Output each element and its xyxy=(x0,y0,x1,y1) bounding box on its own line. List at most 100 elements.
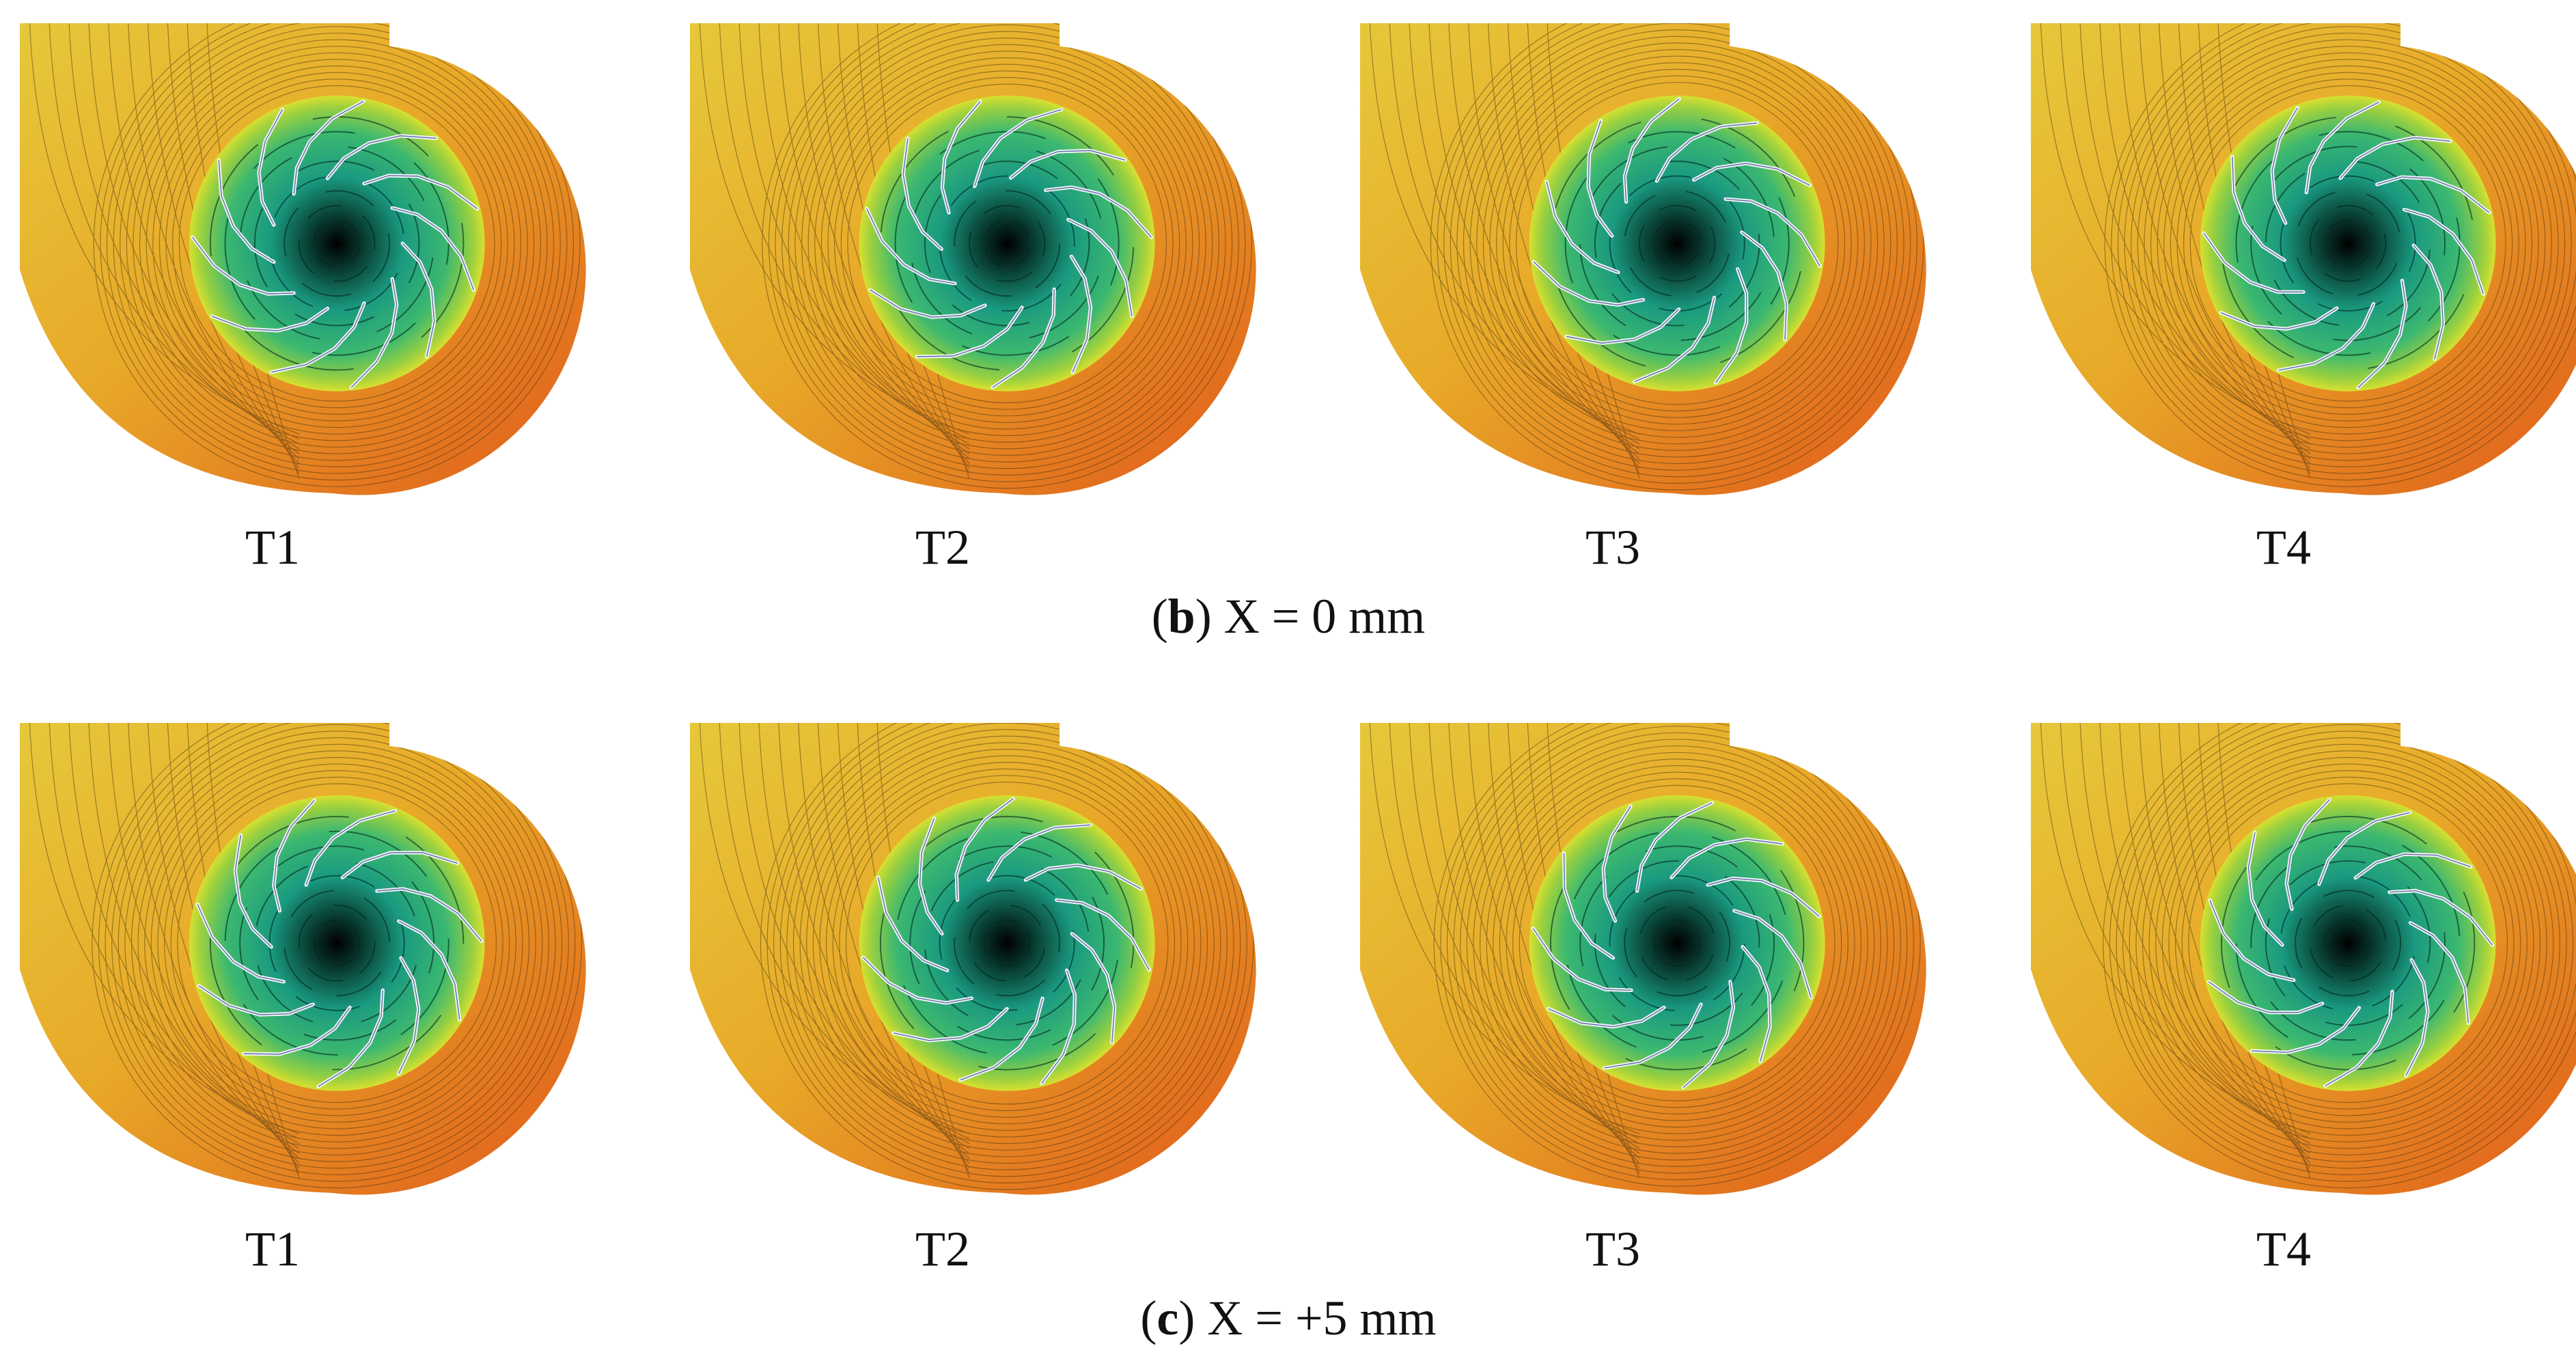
streamline xyxy=(147,723,300,1164)
streamline xyxy=(812,748,1202,1138)
streamline xyxy=(2135,730,2561,1156)
swirl-line xyxy=(2280,175,2416,312)
blade-edge xyxy=(1056,899,1150,970)
blade-edge xyxy=(234,835,272,948)
streamline xyxy=(1493,758,1862,1128)
blade-edge xyxy=(192,236,294,294)
swirl-line xyxy=(924,161,1090,327)
streamline xyxy=(2099,23,2311,450)
streamline xyxy=(798,23,970,459)
streamline xyxy=(2188,783,2508,1103)
blade-edge xyxy=(2252,1007,2360,1053)
streamline xyxy=(124,730,550,1156)
blade-edge xyxy=(2355,853,2471,879)
streamline xyxy=(100,23,574,481)
blade-edge xyxy=(2209,900,2294,981)
flow-field-image xyxy=(2031,723,2576,1195)
blade-edge xyxy=(2325,991,2393,1086)
swirl-line xyxy=(2265,161,2431,327)
blade-edge xyxy=(392,207,475,290)
streamline xyxy=(105,723,569,1175)
streamline xyxy=(157,763,516,1123)
streamline xyxy=(1473,739,1881,1148)
caption-letter: b xyxy=(1168,589,1195,644)
streamline xyxy=(738,723,970,1144)
streamline xyxy=(120,26,555,461)
streamline xyxy=(1519,784,1836,1101)
streamline xyxy=(144,750,530,1136)
streamline xyxy=(779,723,1234,1170)
flow-field-image xyxy=(1360,723,1926,1195)
streamline xyxy=(1440,723,1915,1181)
streamline xyxy=(117,724,556,1162)
swirl-line xyxy=(983,219,1031,267)
streamline xyxy=(781,23,1233,469)
streamline xyxy=(2158,723,2311,1164)
streamline xyxy=(1446,723,1908,1174)
streamline xyxy=(2189,85,2506,402)
streamline xyxy=(2139,723,2311,1159)
streamline xyxy=(827,64,1187,424)
streamlines xyxy=(699,23,1253,489)
streamline xyxy=(792,729,1221,1157)
streamline xyxy=(1466,732,1888,1154)
blade-edge xyxy=(218,160,275,263)
streamline xyxy=(29,723,300,1134)
swirl-line xyxy=(224,830,449,1056)
swirl-line xyxy=(224,131,449,356)
blade-edge xyxy=(870,289,986,318)
blade-edge xyxy=(402,243,435,357)
swirl-line xyxy=(909,845,1105,1041)
streamline xyxy=(807,44,1206,443)
streamline xyxy=(760,723,1254,1190)
blade-edge xyxy=(350,279,398,388)
streamline xyxy=(798,723,970,1159)
streamline xyxy=(49,723,300,1140)
streamline xyxy=(1389,23,1640,440)
swirl-line xyxy=(880,116,1135,371)
streamline xyxy=(1512,778,1842,1108)
swirl-line xyxy=(1638,204,1716,282)
streamline xyxy=(1496,62,1859,425)
streamline xyxy=(1369,723,1640,1134)
flow-field-image xyxy=(690,723,1256,1195)
streamline xyxy=(762,23,1253,489)
streamline xyxy=(1453,723,1901,1167)
streamline xyxy=(2122,723,2574,1169)
streamline xyxy=(2116,723,2576,1175)
streamline xyxy=(788,24,1226,463)
streamline xyxy=(2168,763,2527,1123)
streamline xyxy=(1437,23,1917,484)
blade-edge xyxy=(902,138,942,249)
streamline xyxy=(2183,79,2513,409)
blade-edge xyxy=(2247,832,2283,946)
swirl-line xyxy=(2221,816,2476,1071)
streamline xyxy=(1482,49,1872,438)
blade-edge xyxy=(1045,187,1152,238)
swirl-line xyxy=(1579,845,1775,1041)
swirl-line xyxy=(298,904,376,982)
streamline xyxy=(2158,23,2311,464)
blade-edge xyxy=(342,852,458,878)
blade-edge xyxy=(198,985,314,1015)
streamline xyxy=(2119,23,2311,454)
streamline xyxy=(1499,765,1855,1121)
caption-text: ( xyxy=(1152,589,1168,644)
flow-field-image xyxy=(2031,23,2576,495)
streamline xyxy=(2124,23,2572,467)
blade-edge xyxy=(2377,176,2490,213)
streamline xyxy=(158,65,515,422)
blade-edge xyxy=(866,208,956,284)
caption-text: ) X = +5 mm xyxy=(1178,1291,1436,1345)
streamline xyxy=(128,723,300,1159)
streamline xyxy=(88,723,300,1149)
blade-edge xyxy=(1071,933,1116,1043)
impeller xyxy=(859,795,1155,1091)
blade-edge xyxy=(2410,922,2469,1024)
blade-edge xyxy=(2203,232,2303,292)
streamline xyxy=(2117,23,2576,474)
streamline xyxy=(1476,42,1879,445)
swirl-line xyxy=(1609,875,1745,1011)
streamline xyxy=(1463,29,1892,458)
swirl-line xyxy=(1550,116,1805,371)
